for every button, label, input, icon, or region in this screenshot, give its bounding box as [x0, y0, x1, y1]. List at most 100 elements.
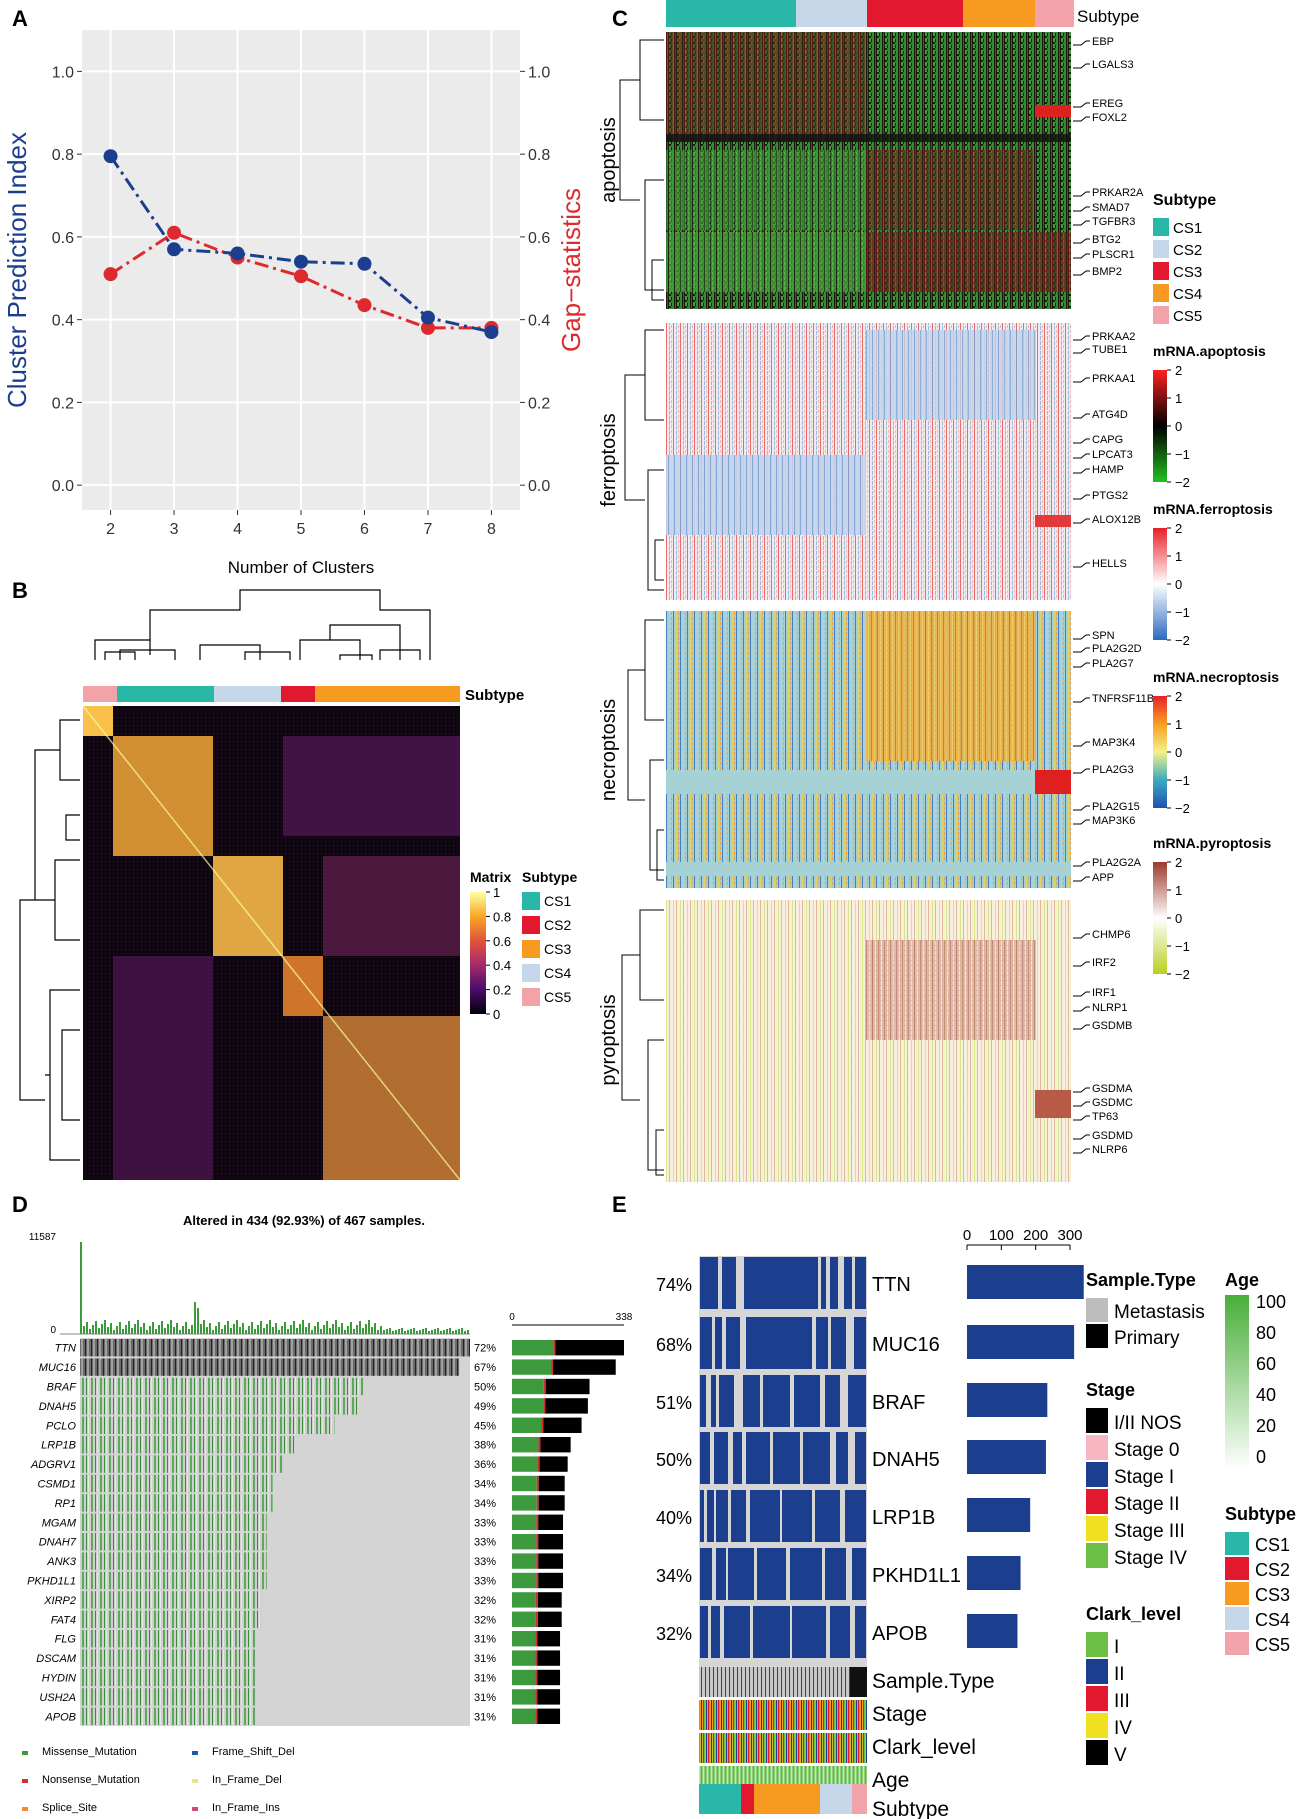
colorbar-necroptosis [1153, 696, 1167, 808]
annotation-subtype-cs1 [699, 1784, 741, 1814]
tmb-bar [380, 1326, 382, 1334]
legend-swatch [192, 1779, 198, 1783]
x-axis-label: Number of Clusters [228, 558, 374, 577]
e-gene-bars [967, 1265, 1084, 1648]
apoptosis-red-region [666, 32, 866, 142]
tmb-bar [179, 1330, 181, 1334]
necroptosis-flat-band [666, 770, 1071, 794]
gap-statistics-point [103, 267, 118, 282]
e-bar-braf [967, 1383, 1048, 1417]
tmb-bar [275, 1323, 277, 1334]
tmb-bar [245, 1330, 247, 1334]
tmb-bar [143, 1323, 145, 1334]
y-tick-label-left: 0.6 [52, 230, 74, 247]
legend-swatch [192, 1751, 198, 1755]
tmb-bar [461, 1328, 463, 1334]
e-legend-swatch [1225, 1632, 1249, 1655]
ferroptosis-row-dendrogram [624, 329, 664, 591]
oncoplot-percent-label: 31% [474, 1711, 496, 1723]
tmb-bar [221, 1329, 223, 1334]
tmb-bar [224, 1325, 226, 1334]
tmb-bar [182, 1326, 184, 1334]
oncoplot-gene-label: MUC16 [39, 1362, 77, 1374]
e-legend-swatch [1225, 1532, 1249, 1555]
expression-colorbars: mRNA.apoptosis 2 1 0 −1 −2 mRNA.ferroptosis 2 1 0… [1153, 343, 1279, 982]
y-axis-left-label: Cluster Prediction Index [2, 132, 32, 408]
gene-label-connector [1073, 348, 1090, 354]
gene-label: IRF2 [1092, 957, 1116, 969]
tmb-bar [395, 1330, 397, 1334]
e-legend-swatch [1086, 1462, 1108, 1487]
block-label-apoptosis: apoptosis [598, 117, 620, 203]
subtype-swatch-cs5 [522, 988, 540, 1006]
subtype-swatch-cs2 [522, 916, 540, 934]
oncoplot-percent-label: 34% [474, 1479, 496, 1491]
e-wildtype-gap [826, 1257, 830, 1309]
e-legend-swatch [1086, 1543, 1108, 1568]
gene-label: IRF1 [1092, 987, 1116, 999]
gene-label: NLRP6 [1092, 1144, 1127, 1156]
e-wildtype-gap [720, 1606, 724, 1658]
age-tick-label: 0 [1256, 1447, 1266, 1467]
e-legend-swatch [1086, 1740, 1108, 1765]
gene-label: MAP3K6 [1092, 815, 1135, 827]
oncoplot-gene-label: ANK3 [46, 1556, 77, 1568]
y-tick-label-left: 0.2 [52, 395, 74, 412]
e-wildtype-gap [722, 1317, 726, 1369]
colorbar-tick-label: −1 [1175, 605, 1190, 620]
tmb-bar [89, 1329, 91, 1334]
tmb-bar [362, 1328, 364, 1334]
tmb-bar [110, 1323, 112, 1334]
subtype-bar-cs2 [281, 686, 315, 702]
e-wildtype-gap [714, 1490, 716, 1542]
e-wildtype-gap [760, 1375, 763, 1427]
tmb-bar [383, 1330, 385, 1334]
e-legend-swatch [1086, 1713, 1108, 1738]
gene-label: TUBE1 [1092, 344, 1127, 356]
tmb-bar [374, 1323, 376, 1334]
e-annotation-label: Subtype [872, 1798, 949, 1819]
off-diagonal-block [113, 956, 213, 1180]
bar-missense-ank3 [512, 1553, 537, 1569]
gene-label: BMP2 [1092, 266, 1122, 278]
c-subtype-cs2 [796, 0, 867, 27]
oncoplot-gene-label: DNAH7 [39, 1537, 77, 1549]
panel-label-c: C [612, 6, 628, 31]
bar-missense-lrp1b [512, 1437, 539, 1453]
y-axis-right-label: Gap−statistics [556, 188, 586, 352]
e-legend-label: II [1114, 1664, 1125, 1685]
oncoplot-row-pclo [80, 1416, 335, 1434]
e-bar-pkhd1l1 [967, 1556, 1021, 1590]
colorbar-tick-label: 1 [1175, 549, 1182, 564]
e-wildtype-gap [850, 1606, 855, 1658]
bar-missense-ush2a [512, 1689, 536, 1705]
matrix-tick-label: 0.8 [493, 909, 511, 924]
e-legend-swatch [1086, 1435, 1108, 1460]
tmb-bar [260, 1321, 262, 1334]
gene-label-connector [1073, 63, 1090, 69]
colorbar-tick-label: −1 [1175, 939, 1190, 954]
oncoplot-gene-label: FLG [55, 1634, 77, 1646]
bar-nonsense-xirp2 [535, 1592, 538, 1608]
tmb-bar [86, 1322, 88, 1334]
e-legend-title: Clark_level [1086, 1604, 1181, 1624]
oncoplot-percent-label: 67% [474, 1362, 496, 1374]
e-wildtype-gap [712, 1317, 715, 1369]
x-tick-label: 7 [424, 521, 433, 538]
tmb-bar [146, 1330, 148, 1334]
colorbar-tick-label: 0 [1175, 911, 1182, 926]
e-mutation-row-lrp1b [700, 1490, 866, 1542]
tmb-bar [452, 1331, 454, 1334]
oncoplot-row-ush2a [80, 1688, 256, 1706]
bar-multihit-ank3 [538, 1553, 564, 1569]
gene-label-connector [1073, 991, 1090, 997]
e-bar-ttn [967, 1265, 1084, 1299]
tmb-bar [161, 1321, 163, 1334]
oncoplot-percent-label: 32% [474, 1595, 496, 1607]
tmb-bar [407, 1330, 409, 1334]
oncoplot-gene-label: CSMD1 [37, 1479, 76, 1491]
bar-multihit-mgam [538, 1514, 564, 1530]
bar-missense-csmd1 [512, 1475, 537, 1492]
colorbar-tick-label: 2 [1175, 689, 1182, 704]
bar-nonsense-dnah5 [543, 1398, 546, 1414]
